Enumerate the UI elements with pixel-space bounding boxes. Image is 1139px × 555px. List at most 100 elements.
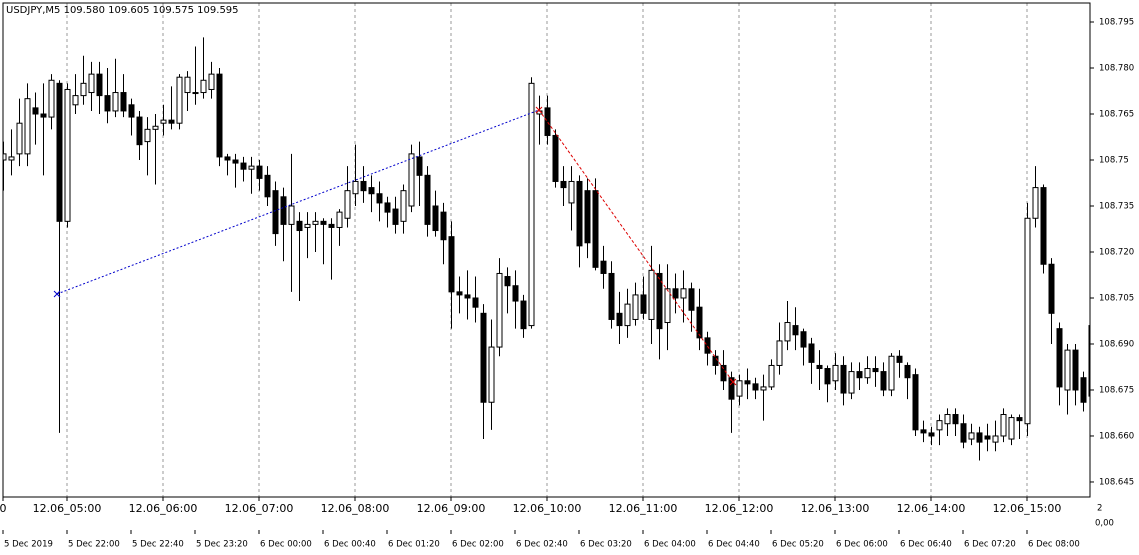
candle-body-up bbox=[832, 364, 839, 382]
y-tick-label: 108.795 bbox=[1099, 18, 1134, 28]
candle-body-down bbox=[928, 432, 935, 437]
candle-body-up bbox=[664, 288, 671, 324]
trendline-blue bbox=[56, 109, 540, 295]
x-tick-label: 0 bbox=[0, 502, 7, 515]
chart-title: USDJPY,M5 109.580 109.605 109.575 109.59… bbox=[6, 5, 239, 16]
marker bbox=[729, 378, 737, 386]
candle-body-down bbox=[240, 162, 247, 170]
candle-body-down bbox=[920, 429, 927, 434]
x-tick-label: 12.06_13:00 bbox=[801, 502, 870, 515]
candle-body-up bbox=[208, 73, 215, 90]
candle-body-down bbox=[520, 300, 527, 330]
candle-body-up bbox=[968, 432, 975, 440]
x-tick-label: 12.06_06:00 bbox=[129, 502, 198, 515]
candle-body-down bbox=[896, 355, 903, 363]
candle-body-up bbox=[408, 153, 415, 207]
x-tick-label: 12.06_11:00 bbox=[609, 502, 678, 515]
candle-body-up bbox=[784, 322, 791, 342]
candle-body-up bbox=[488, 346, 495, 403]
candle-body-up bbox=[528, 82, 535, 327]
y-tick-label: 108.720 bbox=[1099, 247, 1134, 257]
candle-body-up bbox=[400, 190, 407, 222]
candle-body-up bbox=[24, 98, 31, 155]
candle-body-down bbox=[424, 174, 431, 225]
candle-body-up bbox=[680, 288, 687, 299]
candle-body-down bbox=[704, 337, 711, 354]
candle-body-up bbox=[760, 386, 767, 391]
candle-body-down bbox=[512, 285, 519, 302]
candle-body-down bbox=[544, 107, 551, 136]
candle-body-down bbox=[104, 95, 111, 112]
candle-body-up bbox=[624, 303, 631, 327]
candle-body-down bbox=[720, 364, 727, 382]
candle-body-down bbox=[416, 156, 423, 176]
trendline-red bbox=[538, 109, 734, 383]
candle-body-up bbox=[888, 355, 895, 391]
candle-body-down bbox=[856, 371, 863, 379]
candle-body-down bbox=[952, 414, 959, 425]
candle-body-down bbox=[872, 368, 879, 373]
candle-body-up bbox=[112, 92, 119, 112]
candle-body-down bbox=[360, 180, 367, 192]
candles-layer bbox=[3, 37, 1090, 461]
candle-body-down bbox=[376, 193, 383, 204]
x-axis: 0 12.06_05:00 12.06_06:00 12.06_07:00 12.06_… bbox=[0, 497, 1090, 550]
candle-body-up bbox=[344, 190, 351, 219]
x-tick-label: 12.06_09:00 bbox=[417, 502, 486, 515]
candle-body-up bbox=[352, 180, 359, 195]
corner-label: 2 bbox=[1097, 504, 1102, 514]
candle-body-down bbox=[976, 432, 983, 443]
candle-body-up bbox=[192, 92, 199, 95]
y-tick-label: 108.675 bbox=[1099, 385, 1134, 395]
candle-body-down bbox=[96, 73, 103, 97]
candle-body-up bbox=[944, 414, 951, 425]
candle-body-down bbox=[368, 187, 375, 195]
x-tick-label: 12.06_07:00 bbox=[225, 502, 294, 515]
candle-body-down bbox=[792, 325, 799, 336]
x-tick-label: 12.06_10:00 bbox=[513, 502, 582, 515]
candle-body-up bbox=[736, 380, 743, 397]
candle-body-down bbox=[216, 73, 223, 158]
candle-body-up bbox=[992, 435, 999, 443]
candle-body-up bbox=[848, 371, 855, 394]
candle-body-down bbox=[1040, 187, 1047, 265]
candle-body-up bbox=[776, 340, 783, 366]
x-tick-label: 12.06_08:00 bbox=[321, 502, 390, 515]
candle-body-down bbox=[712, 355, 719, 366]
y-axis: 108.795 108.780 108.765 108.75 108.735 108.72… bbox=[1090, 18, 1134, 487]
x-tick-label: 12.06_15:00 bbox=[993, 502, 1062, 515]
candle-body-down bbox=[672, 288, 679, 299]
marker bbox=[53, 290, 61, 298]
candle-body-down bbox=[232, 159, 239, 164]
candle-body-down bbox=[816, 364, 823, 370]
candle-body-up bbox=[200, 79, 207, 94]
x-tick-label-secondary: 5 Dec 2019 bbox=[4, 540, 53, 550]
x-tick-label-secondary: 6 Dec 06:00 bbox=[836, 540, 888, 550]
candle-body-down bbox=[296, 220, 303, 232]
x-tick-label-secondary: 6 Dec 03:20 bbox=[580, 540, 632, 550]
candle-body-down bbox=[448, 236, 455, 293]
candle-body-down bbox=[592, 190, 599, 268]
candle-body-up bbox=[160, 119, 167, 124]
candle-body-up bbox=[1032, 187, 1039, 219]
candle-body-up bbox=[312, 220, 319, 225]
candle-body-down bbox=[472, 297, 479, 308]
candle-body-up bbox=[632, 294, 639, 320]
candle-body-down bbox=[880, 371, 887, 391]
candle-body-up bbox=[1064, 349, 1071, 391]
candle-body-down bbox=[456, 291, 463, 296]
candle-body-down bbox=[432, 205, 439, 232]
candle-body-up bbox=[248, 165, 255, 170]
candle-body-down bbox=[960, 423, 967, 443]
candle-body-up bbox=[88, 73, 95, 94]
candle-body-up bbox=[864, 368, 871, 379]
candle-body-up bbox=[304, 223, 311, 228]
x-tick-label-secondary: 6 Dec 02:00 bbox=[452, 540, 504, 550]
candle-body-down bbox=[328, 223, 335, 228]
candle-body-down bbox=[280, 196, 287, 225]
y-tick-label: 108.75 bbox=[1099, 156, 1129, 166]
candle-body-down bbox=[136, 116, 143, 146]
candle-body-down bbox=[560, 180, 567, 189]
candle-body-up bbox=[80, 82, 87, 97]
candle-body-down bbox=[608, 272, 615, 320]
